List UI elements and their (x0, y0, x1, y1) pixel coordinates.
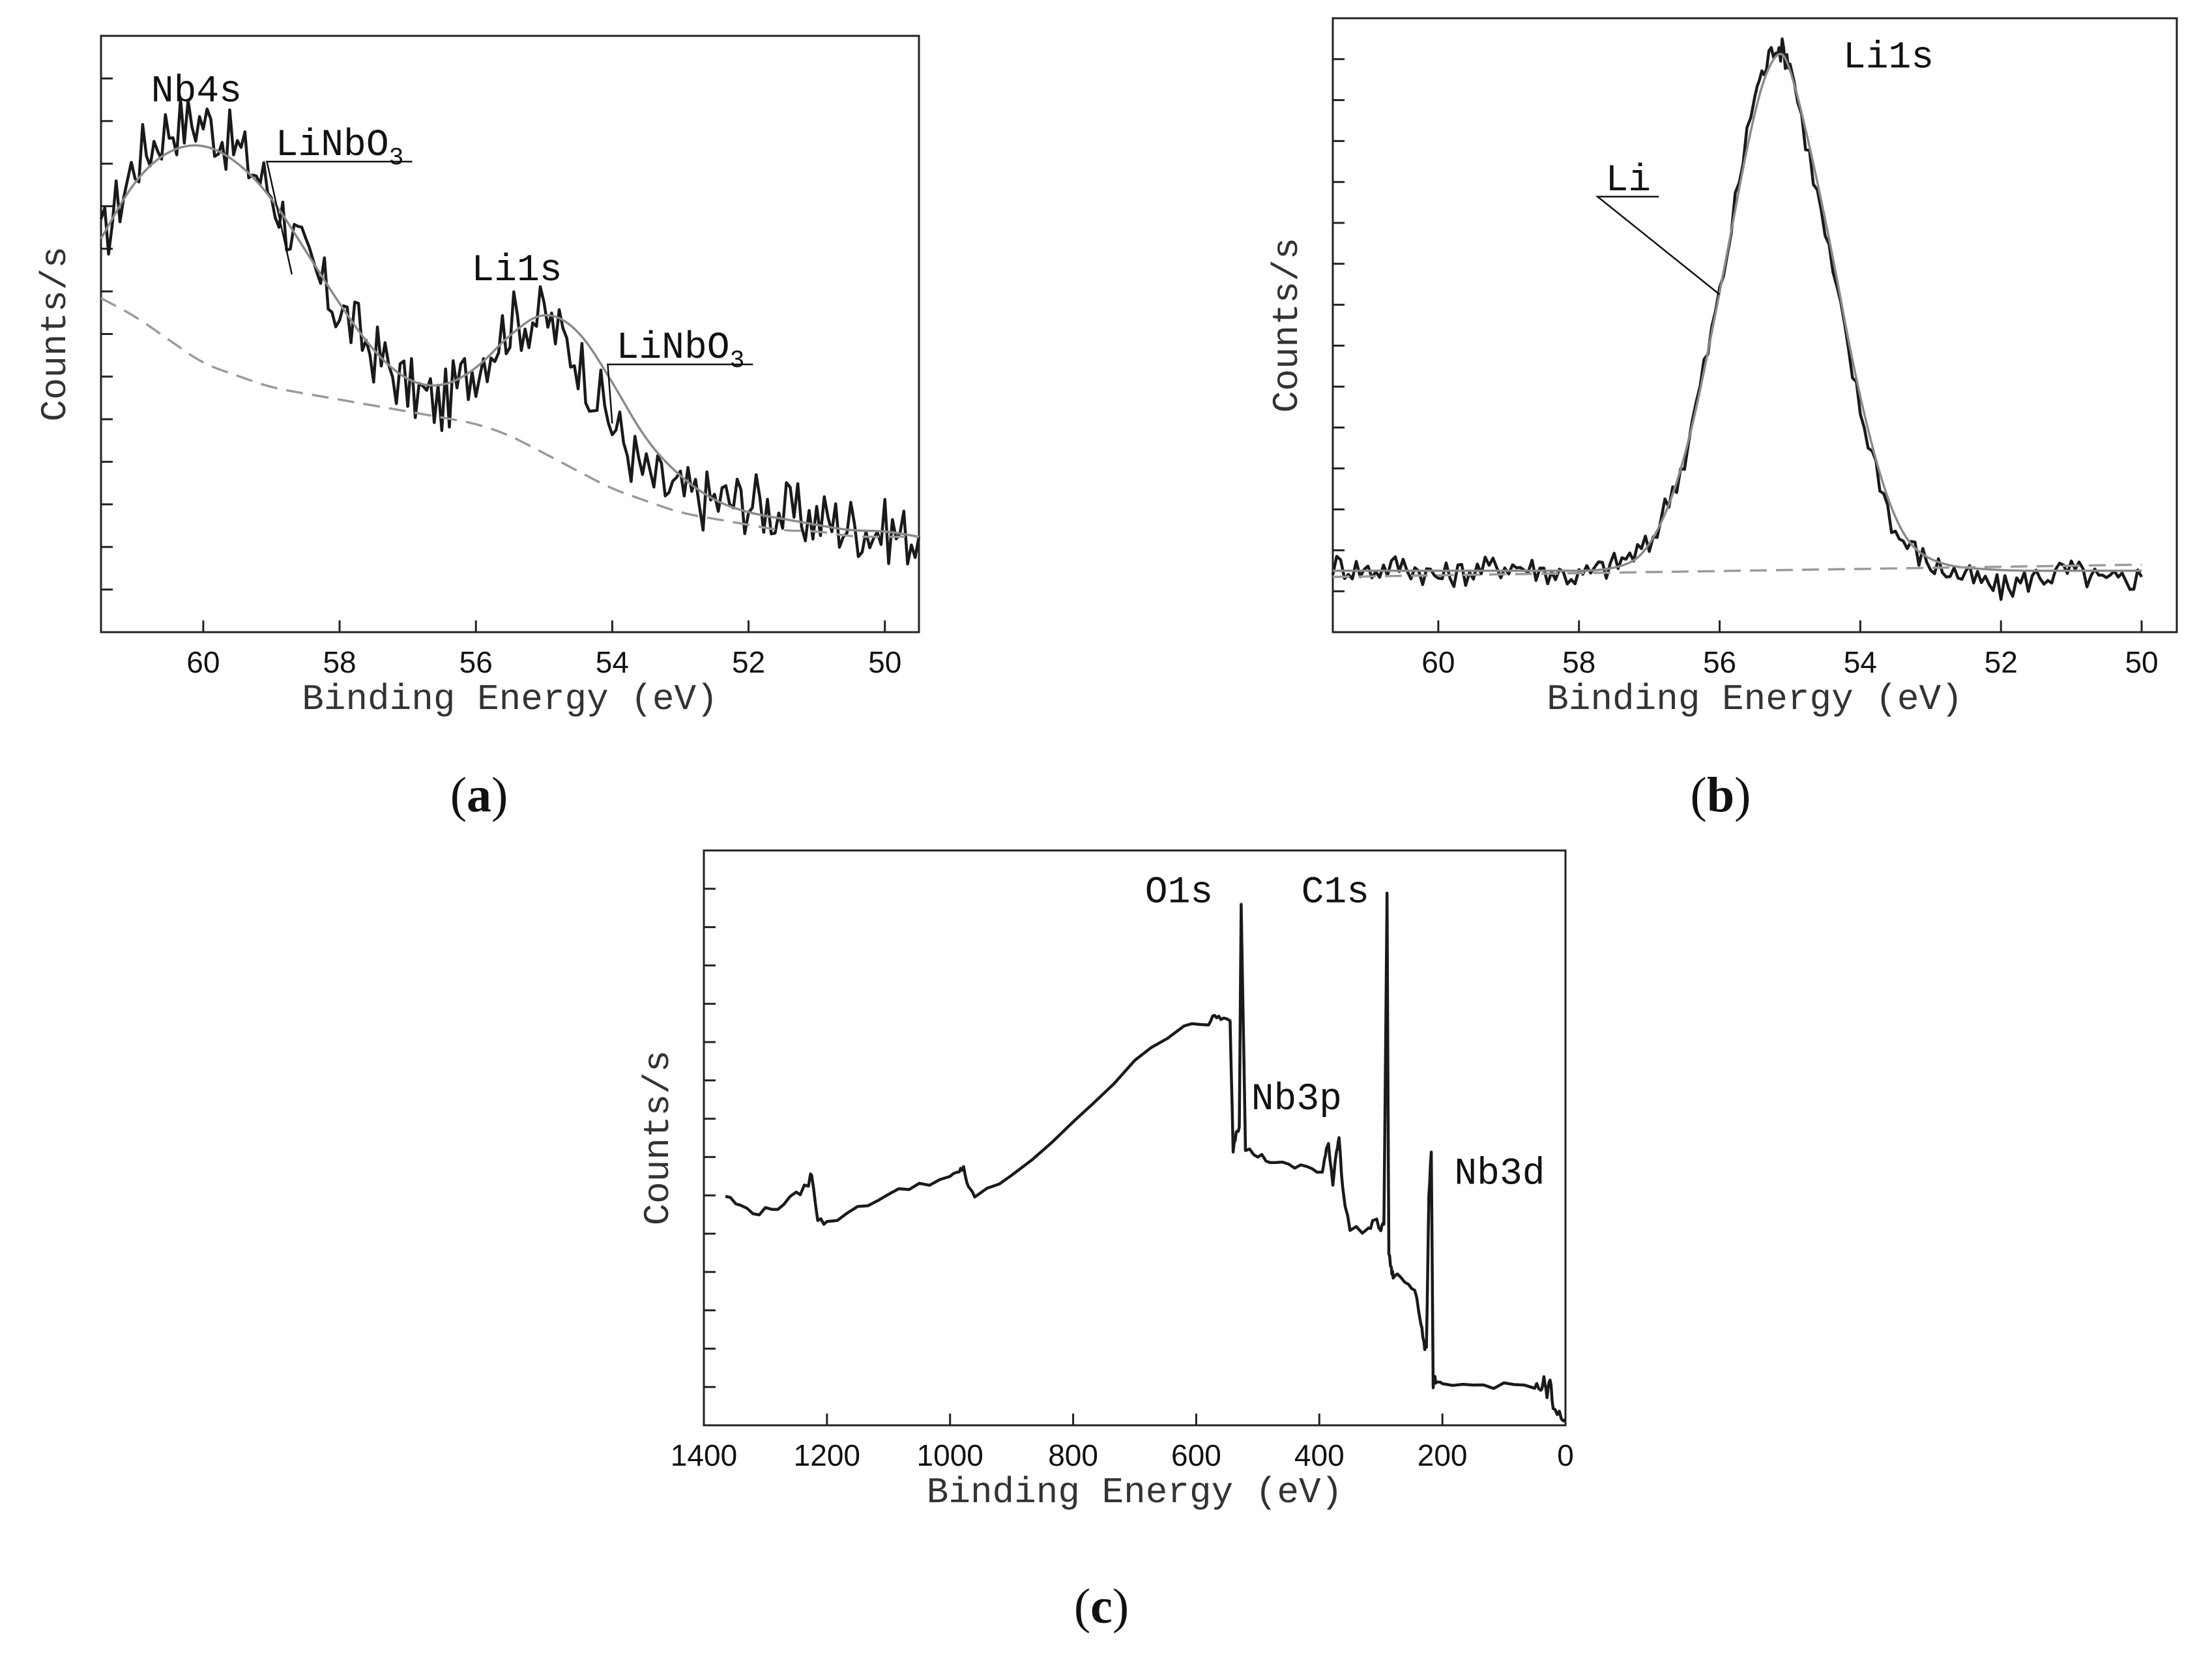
series-background-b (1332, 563, 2142, 578)
series-measured-a (99, 97, 921, 566)
x-tick-label-b: 58 (1562, 645, 1595, 679)
panel-label-b: (b) (1691, 768, 1751, 822)
annotation-c-1: C1s (1302, 871, 1369, 914)
leader-line (1595, 196, 1721, 295)
x-tick-label-c: 800 (1048, 1438, 1098, 1472)
x-tick-label-c: 1400 (671, 1438, 737, 1472)
annotation-c-3: Nb3d (1454, 1154, 1545, 1196)
x-tick-label-c: 400 (1294, 1438, 1345, 1472)
y-axis-label-a: Counts/s (35, 246, 76, 422)
series-measured-b (1331, 37, 2143, 602)
x-tick-label-a: 54 (596, 645, 629, 679)
x-tick-label-a: 58 (323, 645, 356, 679)
x-tick-label-a: 60 (186, 645, 220, 679)
x-axis-label-b: Binding Energy (eV) (1547, 678, 1963, 720)
series-fit-b (1333, 53, 2142, 572)
chart-panel-b: 60 58 56 54 52 50 Binding Energy (eV) Counts/s L… (1266, 17, 2178, 822)
annotation-subscript: 3 (730, 347, 745, 375)
plot-frame-b (1332, 17, 2178, 633)
x-tick-label-a: 52 (732, 645, 765, 679)
annotation-a-1: Li1s (471, 250, 562, 292)
x-tick-label-c: 1200 (794, 1438, 860, 1472)
chart-panel-a: 60 58 56 54 52 50 Binding Energy (eV) Counts/s N… (35, 35, 921, 822)
x-tick-label-c: 600 (1171, 1438, 1221, 1472)
series-survey-c (725, 892, 1567, 1423)
x-axis-label-c: Binding Energy (eV) (927, 1472, 1343, 1513)
x-tick-label-a: 56 (459, 645, 493, 679)
plot-frame-c (703, 849, 1567, 1427)
annotation-subscript: 3 (389, 144, 404, 172)
x-tick-label-b: 50 (2125, 645, 2158, 679)
x-tick-label-c: 1000 (917, 1438, 983, 1472)
panel-label-c: (c) (1074, 1579, 1129, 1634)
annotation-b-1: Li (1605, 160, 1651, 202)
x-tick-label-c: 200 (1418, 1438, 1468, 1472)
x-tick-label-b: 60 (1421, 645, 1455, 679)
x-tick-label-b: 52 (1985, 645, 2018, 679)
annotation-a-0: Nb4s (151, 71, 242, 113)
annotation-c-2: Nb3p (1251, 1079, 1342, 1121)
x-axis-label-a: Binding Energy (eV) (302, 678, 718, 720)
annotation-a-3: LiNbO3 (617, 327, 745, 375)
panel-label-a: (a) (450, 768, 508, 822)
y-axis-label-c: Counts/s (637, 1051, 679, 1226)
y-axis-label-b: Counts/s (1266, 238, 1308, 413)
series-background-a (100, 297, 919, 538)
series-fit-a (100, 144, 920, 538)
x-tick-label-a: 50 (868, 645, 901, 679)
leader-line (607, 363, 753, 424)
annotation-c-0: O1s (1145, 871, 1213, 914)
chart-panel-c: 1400 1200 1000 800 600 400 200 0 Binding Energy … (637, 849, 1574, 1634)
leader-line (265, 160, 413, 275)
x-tick-label-b: 54 (1844, 645, 1877, 679)
x-tick-label-c: 0 (1557, 1438, 1574, 1472)
x-tick-label-b: 56 (1703, 645, 1736, 679)
annotation-b-0: Li1s (1843, 36, 1934, 79)
annotation-a-2: LiNbO3 (276, 124, 404, 172)
